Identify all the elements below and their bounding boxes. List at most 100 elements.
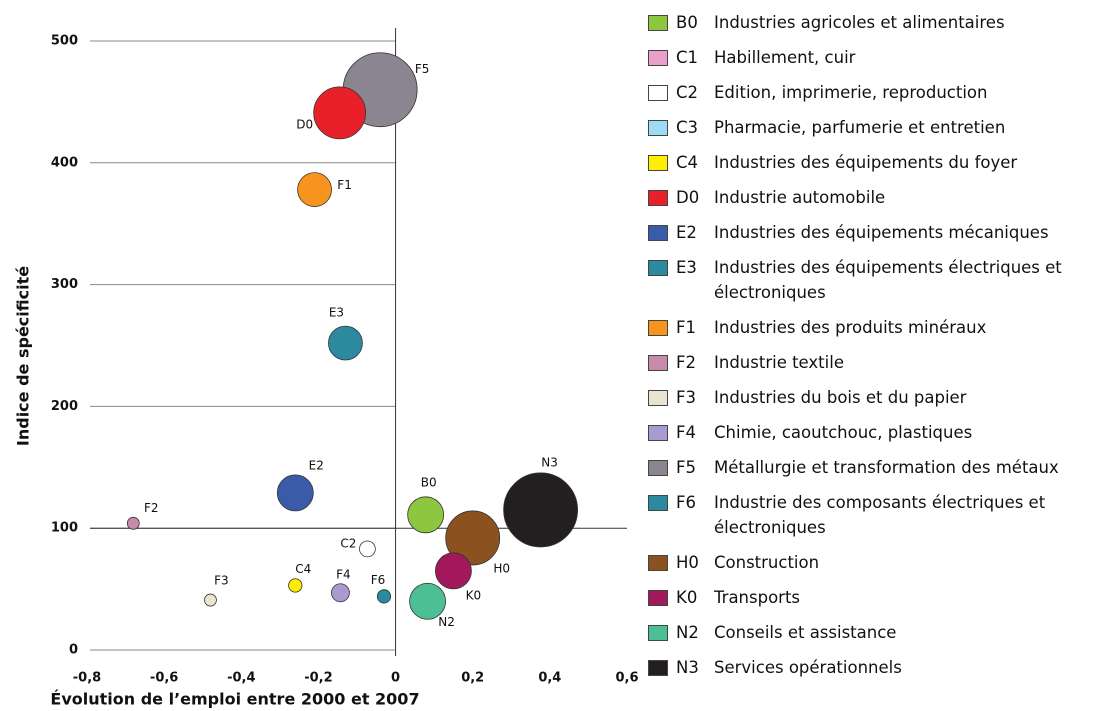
bubble [407, 496, 445, 534]
legend-swatch [648, 625, 668, 641]
legend-item: C4 Industries des équipements du foyer [648, 150, 1088, 175]
legend-code: F1 [676, 318, 696, 337]
legend-code: B0 [676, 13, 698, 32]
legend-item: C3 Pharmacie, parfumerie et entretien [648, 115, 1088, 140]
legend-label: Habillement, cuir [714, 48, 856, 67]
x-tick-label: -0,2 [304, 671, 332, 686]
legend-swatch [648, 225, 668, 241]
legend-swatch [648, 155, 668, 171]
legend-item: F6 Industrie des composants électriques e… [648, 490, 1088, 540]
legend-label: Industries du bois et du papier [714, 388, 967, 407]
bubble [359, 540, 376, 558]
legend-item: B0 Industries agricoles et alimentaires [648, 10, 1088, 35]
y-tick-label: 500 [51, 34, 78, 49]
legend-swatch [648, 660, 668, 676]
bubble-label: N2 [438, 615, 455, 629]
legend-swatch [648, 50, 668, 66]
legend-code: C1 [676, 48, 699, 67]
legend-swatch [648, 85, 668, 101]
bubble [376, 589, 392, 604]
y-axis-title: Indice de spécificité [14, 266, 33, 446]
legend-item: N3 Services opérationnels [648, 655, 1088, 680]
legend-item: F4 Chimie, caoutchouc, plastiques [648, 420, 1088, 445]
x-tick-label: 0,6 [615, 671, 638, 686]
legend-code: D0 [676, 188, 700, 207]
legend-item: F2 Industrie textile [648, 350, 1088, 375]
legend-label: Industrie automobile [714, 188, 886, 207]
x-tick-label: -0,8 [73, 671, 101, 686]
legend-code: C4 [676, 153, 699, 172]
legend-label: Industrie textile [714, 353, 844, 372]
legend-label: Industries des produits minéraux [714, 318, 987, 337]
bubble [435, 552, 472, 590]
legend-label: Industries agricoles et alimentaires [714, 13, 1005, 32]
legend-item: H0 Construction [648, 550, 1088, 575]
bubble [204, 593, 217, 607]
legend-label: Industries des équipements électriques e… [714, 258, 1062, 302]
legend-item: D0 Industrie automobile [648, 185, 1088, 210]
legend-code: F2 [676, 353, 696, 372]
legend-swatch [648, 260, 668, 276]
legend-item: N2 Conseils et assistance [648, 620, 1088, 645]
legend-code: N3 [676, 658, 699, 677]
legend-swatch [648, 390, 668, 406]
chart: Évolution de l’emploi entre 2000 et 2007… [14, 28, 639, 709]
legend-item: E2 Industries des équipements mécaniques [648, 220, 1088, 245]
y-tick-label: 400 [51, 155, 78, 170]
legend-item: K0 Transports [648, 585, 1088, 610]
legend-label: Chimie, caoutchouc, plastiques [714, 423, 973, 442]
legend-item: C2 Edition, imprimerie, reproduction [648, 80, 1088, 105]
legend-item: F5 Métallurgie et transformation des méta… [648, 455, 1088, 480]
bubble-label: K0 [466, 588, 482, 602]
legend-swatch [648, 320, 668, 336]
legend-code: F4 [676, 423, 696, 442]
bubble-label: H0 [493, 561, 510, 575]
bubble-label: F2 [144, 501, 159, 515]
legend-label: Pharmacie, parfumerie et entretien [714, 118, 1006, 137]
legend-swatch [648, 15, 668, 31]
legend-label: Transports [714, 588, 801, 607]
legend-item: C1 Habillement, cuir [648, 45, 1088, 70]
bubble [126, 516, 140, 530]
bubble [331, 583, 350, 603]
bubble-label: F1 [337, 178, 352, 192]
x-tick-label: -0,4 [227, 671, 255, 686]
legend-code: F3 [676, 388, 696, 407]
legend-label: Construction [714, 553, 820, 572]
bubble-label: E3 [329, 306, 344, 320]
legend-swatch [648, 495, 668, 511]
legend-swatch [648, 120, 668, 136]
legend-code: E2 [676, 223, 697, 242]
legend-item: F3 Industries du bois et du papier [648, 385, 1088, 410]
x-tick-label: 0,4 [538, 671, 561, 686]
bubble [409, 582, 446, 620]
bubble-label: B0 [421, 475, 437, 489]
x-axis-title: Évolution de l’emploi entre 2000 et 2007 [50, 690, 419, 709]
legend-code: K0 [676, 588, 698, 607]
y-tick-label: 200 [51, 399, 78, 414]
bubble [297, 172, 332, 207]
legend-label: Conseils et assistance [714, 623, 897, 642]
bubble [276, 474, 314, 512]
legend-label: Industries des équipements mécaniques [714, 223, 1049, 242]
bubble-label: F6 [371, 573, 386, 587]
legend-swatch [648, 460, 668, 476]
legend: B0 Industries agricoles et alimentaires C1… [648, 10, 1088, 690]
y-tick-label: 300 [51, 277, 78, 292]
bubble-label: C2 [340, 536, 356, 550]
legend-label: Industries des équipements du foyer [714, 153, 1018, 172]
x-tick-label: -0,6 [150, 671, 178, 686]
legend-code: F5 [676, 458, 696, 477]
bubble [313, 86, 367, 140]
bubble-label: C4 [295, 562, 311, 576]
legend-label: Métallurgie et transformation des métaux [714, 458, 1059, 477]
bubble [288, 578, 303, 593]
y-tick-label: 0 [69, 643, 78, 658]
legend-code: N2 [676, 623, 699, 642]
x-tick-label: 0,2 [461, 671, 484, 686]
legend-item: E3 Industries des équipements électriques… [648, 255, 1088, 305]
bubble-label: E2 [309, 458, 324, 472]
legend-swatch [648, 555, 668, 571]
legend-swatch [648, 190, 668, 206]
legend-item: F1 Industries des produits minéraux [648, 315, 1088, 340]
